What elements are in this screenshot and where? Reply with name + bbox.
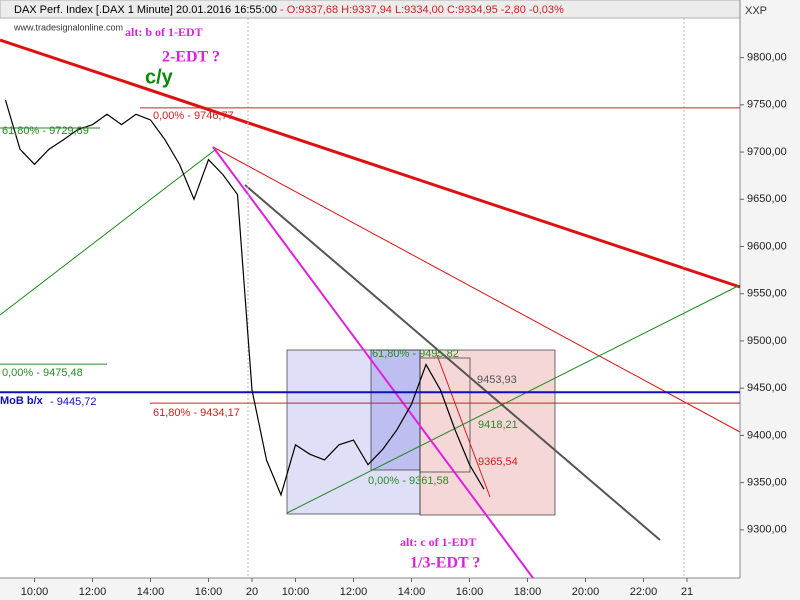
chart-title: DAX Perf. Index [.DAX 1 Minute] 20.01.20… [14, 4, 277, 16]
x-tick-label: 10:00 [21, 586, 49, 598]
annotation: alt: b of 1-EDT [125, 25, 203, 39]
chart-subtitle: - O:9337,68 H:9337,94 L:9334,00 C:9334,9… [280, 4, 564, 16]
axis-label: XXP [745, 5, 767, 17]
x-axis-panel [0, 578, 740, 600]
x-tick-label: 22:00 [630, 586, 658, 598]
y-axis-panel [740, 0, 800, 600]
x-tick-label: 20:00 [572, 586, 600, 598]
projection-box [419, 357, 471, 473]
x-tick-label: 16:00 [456, 586, 484, 598]
y-tick-label: 9350,00 [747, 477, 787, 489]
x-tick-label: 21 [681, 586, 693, 598]
annotation: 0,00% - 9746,77 [153, 110, 234, 122]
y-tick-label: 9650,00 [747, 193, 787, 205]
x-tick-label: 18:00 [514, 586, 542, 598]
source: www.tradesignalonline.com [13, 22, 123, 32]
annotation: alt: c of 1-EDT [400, 535, 476, 549]
trend-line [436, 354, 491, 498]
x-tick-label: 10:00 [282, 586, 310, 598]
header: DAX Perf. Index [.DAX 1 Minute] 20.01.20… [14, 4, 564, 16]
y-tick-label: 9500,00 [747, 335, 787, 347]
projection-box [419, 349, 556, 516]
annotation: 0,00% - 9361,58 [368, 475, 449, 487]
y-tick-label: 9700,00 [747, 146, 787, 158]
price-line [4, 99, 485, 497]
annotation: 1/3-EDT ? [410, 555, 480, 572]
annotation: 9418,21 [478, 419, 518, 431]
trend-line [0, 38, 741, 289]
y-tick-label: 9750,00 [747, 99, 787, 111]
x-tick-label: 16:00 [195, 586, 223, 598]
annotation: 61,80% - 9729,89 [2, 125, 89, 137]
annotation: MoB b/x [0, 395, 44, 407]
y-tick-label: 9300,00 [747, 524, 787, 536]
annotation: 61,80% - 9495,82 [372, 348, 459, 360]
x-tick-label: 12:00 [340, 586, 368, 598]
trend-line [212, 146, 741, 433]
y-tick-label: 9550,00 [747, 288, 787, 300]
annotation: 2-EDT ? [162, 49, 220, 66]
trend-line [286, 284, 741, 514]
annotation: 9453,93 [477, 374, 517, 386]
x-tick-label: 20 [246, 586, 258, 598]
y-tick-label: 9800,00 [747, 52, 787, 64]
x-tick-label: 14:00 [398, 586, 426, 598]
annotation: - 9445,72 [50, 396, 96, 408]
trend-line [212, 146, 534, 579]
annotation: 9365,54 [478, 456, 518, 468]
y-tick-label: 9600,00 [747, 240, 787, 252]
x-tick-label: 12:00 [79, 586, 107, 598]
annotation: 0,00% - 9475,48 [2, 367, 83, 379]
x-tick-label: 14:00 [137, 586, 165, 598]
trend-line [244, 184, 661, 541]
y-tick-label: 9450,00 [747, 382, 787, 394]
annotation: 61,80% - 9434,17 [153, 407, 240, 419]
drawings [0, 18, 741, 579]
annotation: c/y [145, 66, 174, 88]
y-tick-label: 9400,00 [747, 429, 787, 441]
trend-line [0, 149, 216, 316]
projection-box [370, 349, 421, 471]
